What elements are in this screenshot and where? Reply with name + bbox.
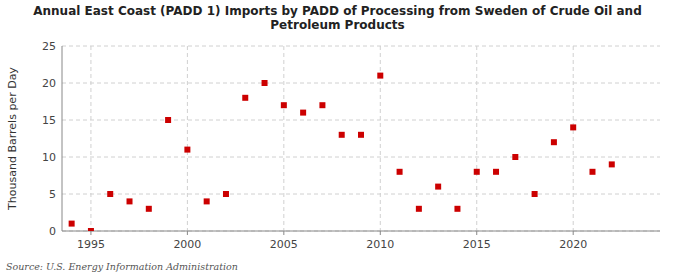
- data-point: [609, 161, 615, 167]
- data-point: [397, 169, 403, 175]
- y-tick-label: 20: [42, 77, 56, 90]
- y-grid-line: [62, 120, 660, 121]
- y-tick-label: 0: [49, 225, 56, 238]
- data-point: [435, 184, 441, 190]
- x-grid-line: [187, 46, 188, 231]
- y-axis-line: [62, 46, 63, 231]
- data-point: [184, 147, 190, 153]
- y-tick-label: 5: [49, 188, 56, 201]
- data-point: [454, 206, 460, 212]
- data-point: [204, 198, 210, 204]
- data-point: [262, 80, 268, 86]
- data-point: [300, 110, 306, 116]
- data-point: [377, 73, 383, 79]
- x-tick-label: 2005: [270, 238, 298, 251]
- y-tick-label: 10: [42, 151, 56, 164]
- data-point: [281, 102, 287, 108]
- data-point: [242, 95, 248, 101]
- x-tick-label: 1995: [77, 238, 105, 251]
- y-tick-label: 25: [42, 40, 56, 53]
- grid: [62, 46, 660, 231]
- x-grid-line: [283, 46, 284, 231]
- chart-title: Annual East Coast (PADD 1) Imports by PA…: [33, 4, 641, 32]
- x-tick-label: 2015: [463, 238, 491, 251]
- data-point: [551, 139, 557, 145]
- x-tick: [380, 231, 381, 235]
- x-tick: [90, 231, 91, 235]
- data-point: [474, 169, 480, 175]
- chart-container: Annual East Coast (PADD 1) Imports by PA…: [0, 0, 675, 275]
- y-grid-line: [62, 157, 660, 158]
- data-point: [127, 198, 133, 204]
- x-tick-label: 2010: [366, 238, 394, 251]
- y-grid-line: [62, 194, 660, 195]
- data-point: [339, 132, 345, 138]
- data-point: [512, 154, 518, 160]
- data-point: [146, 206, 152, 212]
- points: [69, 73, 615, 231]
- data-point: [416, 206, 422, 212]
- y-grid-line: [62, 46, 660, 47]
- data-point: [319, 102, 325, 108]
- data-point: [107, 191, 113, 197]
- x-tick-label: 2000: [173, 238, 201, 251]
- data-point: [532, 191, 538, 197]
- x-tick-label: 2020: [559, 238, 587, 251]
- y-grid-line: [62, 83, 660, 84]
- x-grid-line: [476, 46, 477, 231]
- data-point: [223, 191, 229, 197]
- y-axis-label: Thousand Barrels per Day: [6, 67, 19, 211]
- data-point: [589, 169, 595, 175]
- x-tick: [283, 231, 284, 235]
- y-tick-label: 15: [42, 114, 56, 127]
- chart-svg: Annual East Coast (PADD 1) Imports by PA…: [0, 0, 675, 275]
- x-grid-line: [573, 46, 574, 231]
- data-point: [165, 117, 171, 123]
- source-note: Source: U.S. Energy Information Administ…: [6, 261, 238, 272]
- x-tick: [573, 231, 574, 235]
- x-tick: [187, 231, 188, 235]
- data-point: [69, 221, 75, 227]
- data-point: [88, 228, 94, 231]
- data-point: [493, 169, 499, 175]
- x-axis-line: [62, 231, 660, 232]
- x-tick: [476, 231, 477, 235]
- x-grid-line: [90, 46, 91, 231]
- y-grid-line: [62, 231, 660, 232]
- data-point: [358, 132, 364, 138]
- data-point: [570, 124, 576, 130]
